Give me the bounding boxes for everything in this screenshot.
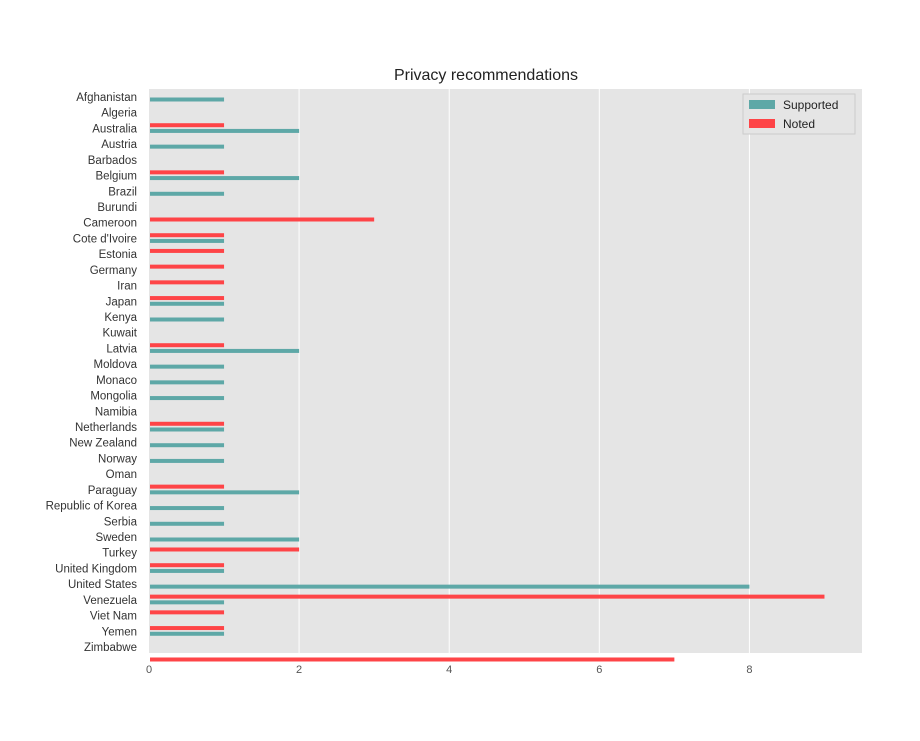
- bar-supported: [150, 427, 225, 432]
- y-tick-label: United States: [68, 579, 137, 591]
- x-tick-labels: 0 2 4 6 8: [146, 664, 753, 676]
- grid-layer: [298, 89, 750, 653]
- bar-supported: [150, 490, 300, 495]
- y-tick-label: Oman: [106, 469, 137, 481]
- bar-supported: [150, 568, 225, 573]
- legend-label-supported: Supported: [783, 98, 838, 112]
- y-tick-label: Iran: [117, 281, 137, 293]
- bar-supported: [150, 176, 300, 181]
- legend-swatch-supported: [749, 100, 775, 109]
- x-tick-label: 0: [146, 664, 152, 676]
- bar-supported: [150, 301, 225, 306]
- y-tick-label: Kuwait: [102, 328, 137, 340]
- bar-supported: [150, 128, 300, 133]
- plot-background: [149, 89, 862, 653]
- chart-title: Privacy recommendations: [394, 67, 578, 84]
- bar-noted: [150, 296, 225, 301]
- y-tick-label: Brazil: [108, 186, 137, 198]
- legend-swatch-noted: [749, 119, 775, 128]
- bar-supported: [150, 631, 225, 636]
- bar-noted: [150, 563, 225, 568]
- y-tick-label: Cote d'Ivoire: [73, 233, 137, 245]
- bar-noted: [150, 594, 825, 599]
- x-tick-label: 4: [446, 664, 452, 676]
- y-tick-label: Belgium: [95, 171, 137, 183]
- bars-layer: [150, 97, 825, 662]
- bar-noted: [150, 123, 225, 128]
- bar-noted: [150, 233, 225, 238]
- y-tick-label: Japan: [106, 296, 137, 308]
- bar-supported: [150, 584, 750, 589]
- y-tick-label: Turkey: [102, 548, 137, 560]
- y-tick-label: Monaco: [96, 375, 137, 387]
- y-tick-label: Venezuela: [83, 595, 137, 607]
- bar-supported: [150, 600, 225, 605]
- y-tick-label: Moldova: [94, 359, 138, 371]
- bar-supported: [150, 348, 300, 353]
- bar-noted: [150, 484, 225, 489]
- y-tick-label: Germany: [90, 265, 138, 277]
- bar-noted: [150, 657, 675, 662]
- x-tick-label: 2: [296, 664, 302, 676]
- bar-supported: [150, 317, 225, 322]
- bar-noted: [150, 248, 225, 253]
- bar-noted: [150, 626, 225, 631]
- bar-noted: [150, 170, 225, 175]
- bar-supported: [150, 364, 225, 369]
- bar-supported: [150, 97, 225, 102]
- bar-supported: [150, 537, 300, 542]
- bar-supported: [150, 396, 225, 401]
- legend: Supported Noted: [742, 93, 856, 135]
- y-tick-label: Estonia: [99, 249, 138, 261]
- y-tick-label: Namibia: [95, 406, 138, 418]
- y-tick-label: Netherlands: [75, 422, 137, 434]
- y-tick-label: Barbados: [88, 155, 137, 167]
- y-tick-label: Australia: [92, 123, 137, 135]
- y-tick-label: Paraguay: [88, 485, 137, 497]
- bar-supported: [150, 144, 225, 149]
- bar-noted: [150, 264, 225, 269]
- bar-supported: [150, 506, 225, 511]
- y-tick-label: Republic of Korea: [46, 501, 138, 513]
- bar-noted: [150, 421, 225, 426]
- y-tick-label: Burundi: [97, 202, 137, 214]
- y-tick-label: United Kingdom: [55, 563, 137, 575]
- y-tick-label: Kenya: [104, 312, 137, 324]
- y-tick-label: Afghanistan: [76, 92, 137, 104]
- bar-supported: [150, 458, 225, 463]
- y-tick-label: Mongolia: [90, 391, 137, 403]
- bar-supported: [150, 380, 225, 385]
- bar-noted: [150, 343, 225, 348]
- x-tick-label: 6: [596, 664, 602, 676]
- bar-noted: [150, 547, 300, 552]
- y-tick-label: Latvia: [106, 343, 137, 355]
- x-tick-label: 8: [746, 664, 752, 676]
- y-tick-label: Viet Nam: [90, 611, 137, 623]
- y-tick-label: Zimbabwe: [84, 642, 137, 654]
- bar-supported: [150, 238, 225, 243]
- y-tick-label: New Zealand: [69, 438, 137, 450]
- y-tick-label: Sweden: [95, 532, 137, 544]
- y-tick-label: Austria: [101, 139, 137, 151]
- y-tick-label: Cameroon: [83, 218, 137, 230]
- bar-noted: [150, 280, 225, 285]
- bar-noted: [150, 610, 225, 615]
- bar-supported: [150, 443, 225, 448]
- y-tick-label: Yemen: [102, 626, 137, 638]
- bar-supported: [150, 521, 225, 526]
- y-tick-label: Norway: [98, 453, 137, 465]
- y-tick-labels: Afghanistan Algeria Australia Austria Barbad…: [46, 92, 138, 654]
- y-tick-label: Algeria: [101, 108, 137, 120]
- y-tick-label: Serbia: [104, 516, 138, 528]
- legend-label-noted: Noted: [783, 117, 815, 131]
- bar-supported: [150, 191, 225, 196]
- bar-noted: [150, 217, 375, 222]
